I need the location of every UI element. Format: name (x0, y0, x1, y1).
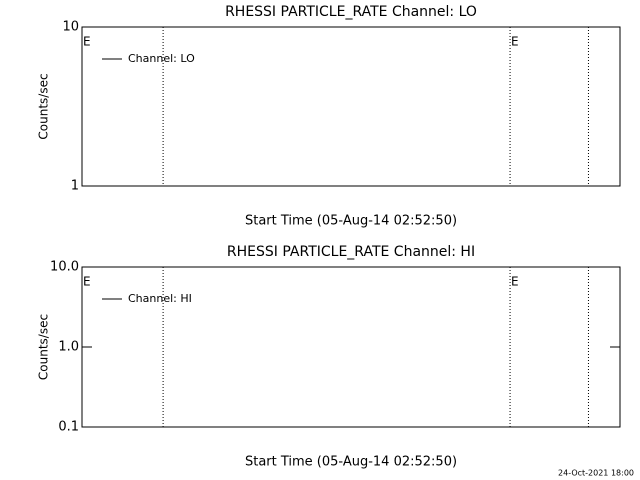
annotation: E (511, 275, 519, 289)
y-tick-label: 1 (71, 179, 79, 194)
annotation: E (511, 35, 519, 49)
annotation: E (83, 35, 91, 49)
y-axis-label: Counts/sec (37, 73, 51, 139)
y-tick-label: 0.1 (58, 420, 79, 435)
chart-title: RHESSI PARTICLE_RATE Channel: HI (227, 244, 475, 260)
y-tick-label: 10 (62, 20, 79, 35)
y-tick-label: 10.0 (50, 260, 79, 275)
x-axis-label: Start Time (05-Aug-14 02:52:50) (245, 455, 457, 470)
y-axis-label: Counts/sec (37, 314, 51, 380)
plot-frame (81, 26, 621, 187)
y-tick-label: 1.0 (58, 340, 79, 355)
legend-label: Channel: HI (128, 292, 192, 305)
annotation: E (83, 275, 91, 289)
legend-label: Channel: LO (128, 52, 195, 65)
footer: 24-Oct-2021 18:00 (558, 469, 634, 478)
x-axis-label: Start Time (05-Aug-14 02:52:50) (245, 214, 457, 229)
chart-title: RHESSI PARTICLE_RATE Channel: LO (225, 4, 477, 20)
